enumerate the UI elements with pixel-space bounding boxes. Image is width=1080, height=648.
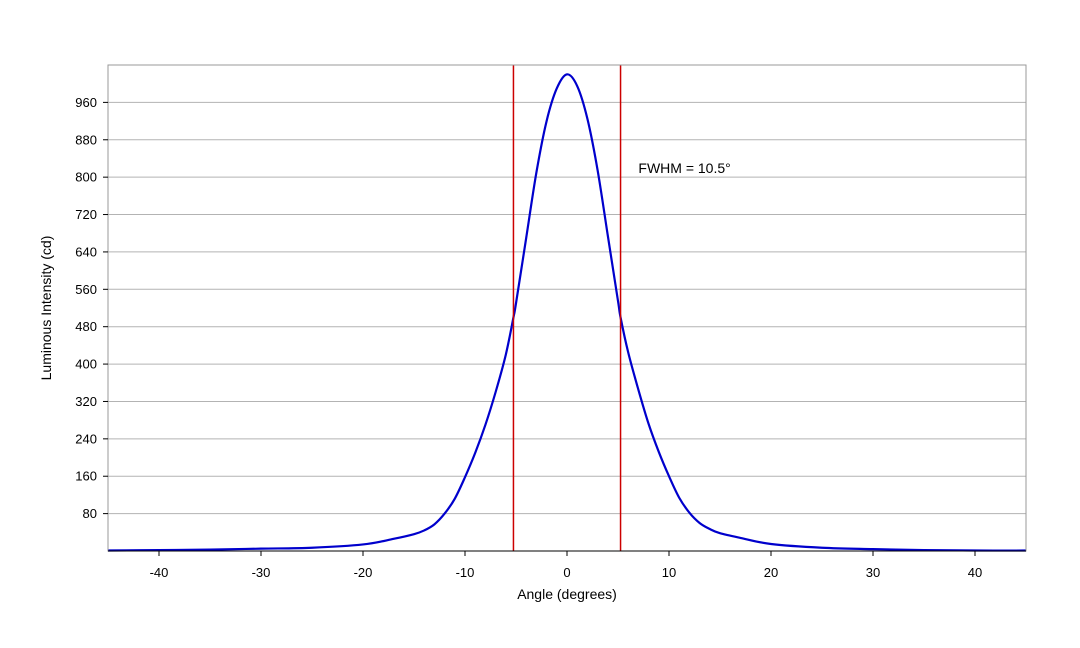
y-tick-label: 960 bbox=[75, 95, 97, 110]
series-layer bbox=[107, 73, 1027, 552]
y-tick-label: 400 bbox=[75, 357, 97, 372]
fwhm-markers bbox=[512, 65, 622, 551]
x-axis-ticks: -40 -30 -20 -10 0 10 20 30 40 bbox=[150, 551, 982, 580]
fwhm-annotation: FWHM = 10.5° bbox=[638, 160, 730, 176]
intensity-curve bbox=[107, 73, 1027, 552]
y-tick-label: 640 bbox=[75, 244, 97, 259]
y-tick-label: 240 bbox=[75, 431, 97, 446]
annotations: FWHM = 10.5° bbox=[638, 160, 730, 176]
y-axis-ticks: 80 160 240 320 400 480 560 640 720 800 880 960 bbox=[75, 95, 108, 521]
y-tick-label: 800 bbox=[75, 170, 97, 185]
y-tick-label: 560 bbox=[75, 282, 97, 297]
x-tick-label: 0 bbox=[563, 565, 570, 580]
y-tick-label: 320 bbox=[75, 394, 97, 409]
y-tick-label: 880 bbox=[75, 132, 97, 147]
y-axis-title: Luminous Intensity (cd) bbox=[38, 236, 54, 381]
y-tick-label: 80 bbox=[83, 506, 97, 521]
gridlines bbox=[108, 101, 1026, 515]
plot-area-frame bbox=[107, 64, 1027, 552]
x-tick-label: 30 bbox=[866, 565, 880, 580]
x-tick-label: -40 bbox=[150, 565, 169, 580]
x-tick-label: -20 bbox=[354, 565, 373, 580]
x-tick-label: 10 bbox=[662, 565, 676, 580]
x-axis-title: Angle (degrees) bbox=[517, 586, 617, 602]
x-tick-label: -30 bbox=[252, 565, 271, 580]
y-tick-label: 480 bbox=[75, 319, 97, 334]
x-tick-label: 20 bbox=[764, 565, 778, 580]
y-tick-label: 720 bbox=[75, 207, 97, 222]
x-tick-label: -10 bbox=[456, 565, 475, 580]
y-tick-label: 160 bbox=[75, 469, 97, 484]
x-tick-label: 40 bbox=[968, 565, 982, 580]
